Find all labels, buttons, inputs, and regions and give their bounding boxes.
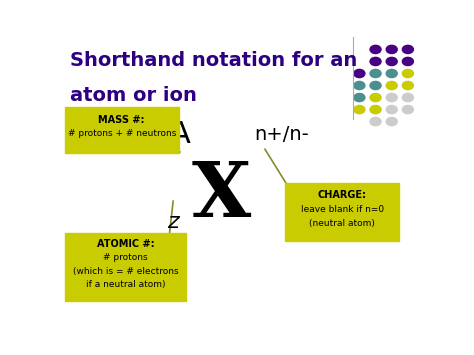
Circle shape bbox=[402, 105, 413, 114]
Circle shape bbox=[386, 93, 397, 102]
Circle shape bbox=[370, 118, 381, 126]
Circle shape bbox=[402, 81, 413, 89]
Text: (which is = # electrons: (which is = # electrons bbox=[73, 267, 178, 276]
Circle shape bbox=[370, 45, 381, 54]
Circle shape bbox=[370, 105, 381, 114]
Circle shape bbox=[370, 93, 381, 102]
Circle shape bbox=[402, 58, 413, 66]
Circle shape bbox=[386, 81, 397, 89]
Circle shape bbox=[354, 93, 365, 102]
Text: leave blank if n=0: leave blank if n=0 bbox=[301, 205, 383, 214]
FancyBboxPatch shape bbox=[285, 184, 399, 241]
Circle shape bbox=[354, 69, 365, 78]
FancyBboxPatch shape bbox=[65, 233, 186, 301]
Circle shape bbox=[354, 105, 365, 114]
Text: # protons: # protons bbox=[103, 253, 148, 262]
Circle shape bbox=[402, 69, 413, 78]
Circle shape bbox=[386, 118, 397, 126]
Circle shape bbox=[386, 45, 397, 54]
Text: Shorthand notation for an: Shorthand notation for an bbox=[70, 51, 357, 70]
Text: n+/n-: n+/n- bbox=[254, 125, 309, 144]
Text: A: A bbox=[170, 120, 191, 149]
FancyBboxPatch shape bbox=[65, 107, 179, 153]
Text: CHARGE:: CHARGE: bbox=[318, 190, 366, 200]
Text: z: z bbox=[167, 212, 179, 232]
Text: if a neutral atom): if a neutral atom) bbox=[86, 280, 165, 289]
Circle shape bbox=[370, 81, 381, 89]
Circle shape bbox=[370, 69, 381, 78]
Circle shape bbox=[386, 58, 397, 66]
Text: (neutral atom): (neutral atom) bbox=[309, 219, 375, 228]
Text: X: X bbox=[191, 159, 250, 233]
Circle shape bbox=[402, 45, 413, 54]
Text: MASS #:: MASS #: bbox=[99, 115, 145, 125]
Circle shape bbox=[354, 81, 365, 89]
Circle shape bbox=[402, 93, 413, 102]
Circle shape bbox=[386, 69, 397, 78]
Circle shape bbox=[386, 105, 397, 114]
Text: # protons + # neutrons: # protons + # neutrons bbox=[67, 129, 176, 138]
Text: atom or ion: atom or ion bbox=[70, 86, 197, 105]
Text: ATOMIC #:: ATOMIC #: bbox=[97, 239, 154, 250]
Circle shape bbox=[370, 58, 381, 66]
